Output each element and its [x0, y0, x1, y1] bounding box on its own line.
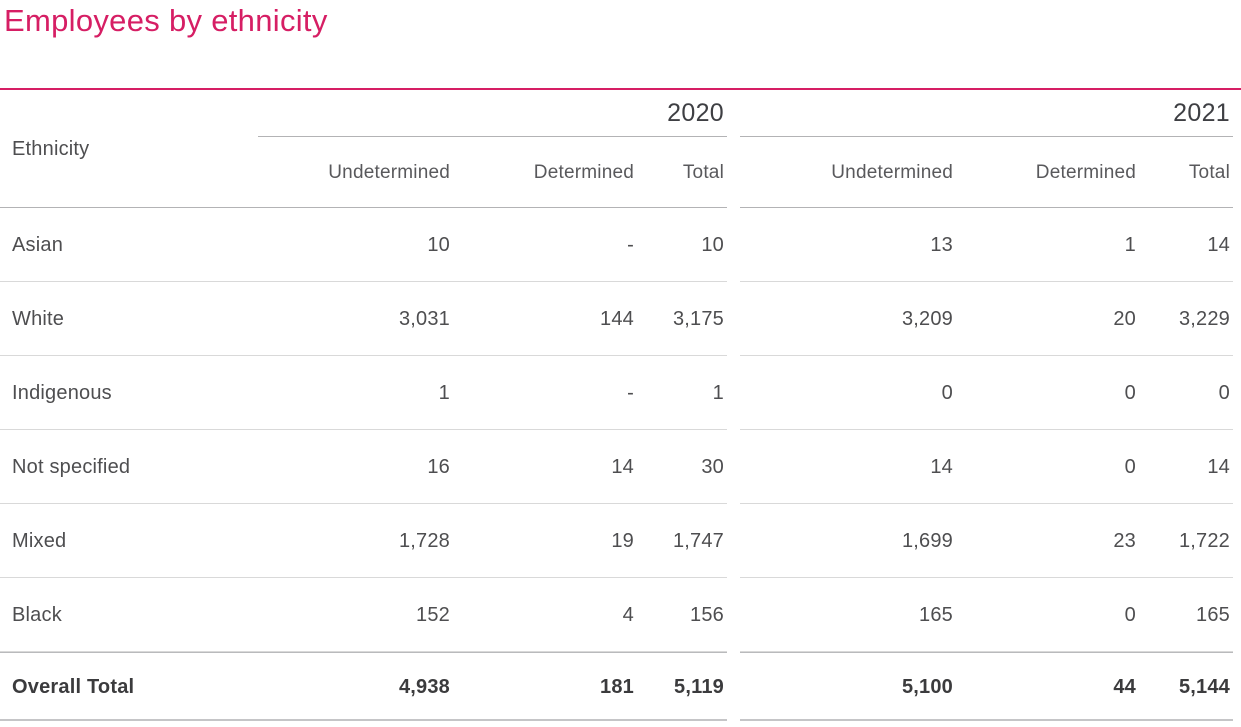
ethnicity-label: Black — [12, 603, 62, 626]
cell-2020-undetermined: 3,031 — [398, 307, 450, 330]
cell-2020-undetermined: 152 — [416, 603, 450, 626]
cell-2020-total: 1,747 — [672, 529, 724, 552]
column-header-determined-2020: Determined — [533, 161, 634, 183]
ethnicity-label: Indigenous — [12, 381, 112, 404]
cell-2021-undetermined: 1,699 — [901, 529, 953, 552]
cell-2020-total: 30 — [701, 455, 724, 478]
cell-2021-undetermined: 3,209 — [901, 307, 953, 330]
cell-2021-undetermined: 13 — [930, 233, 953, 256]
cell-2021-total: 165 — [1196, 603, 1230, 626]
cell-2020-determined: 19 — [611, 529, 634, 552]
cell-2020-determined: - — [627, 233, 634, 256]
ethnicity-label: White — [12, 307, 65, 330]
row-left-segment: White 3,031 144 3,175 — [0, 282, 727, 356]
cell-2020-total: 156 — [690, 603, 724, 626]
cell-2020-total: 3,175 — [672, 307, 724, 330]
header-right-segment: 2021 Undetermined Determined Total — [740, 90, 1233, 208]
row-header-ethnicity: Ethnicity — [12, 137, 90, 160]
row-right-segment: 0 0 0 — [740, 356, 1233, 430]
employees-by-ethnicity-table: Ethnicity 2020 Undetermined Determined T… — [0, 90, 1241, 721]
subheader-2021: Undetermined Determined Total — [740, 137, 1233, 208]
cell-2021-total: 1,722 — [1178, 529, 1230, 552]
table-row-mixed: Mixed 1,728 19 1,747 1,699 23 1,722 — [0, 504, 1241, 578]
row-right-segment: 1,699 23 1,722 — [740, 504, 1233, 578]
cell-2021-total: 0 — [1218, 381, 1230, 404]
header-left-segment: Ethnicity 2020 Undetermined Determined T… — [0, 90, 727, 208]
cell-2020-undetermined: 1 — [438, 381, 450, 404]
total-cell-2020-total: 5,119 — [674, 676, 724, 698]
row-right-segment: 3,209 20 3,229 — [740, 282, 1233, 356]
cell-2021-determined: 23 — [1113, 529, 1136, 552]
total-cell-2020-determined: 181 — [600, 676, 634, 698]
row-left-segment: Mixed 1,728 19 1,747 — [0, 504, 727, 578]
cell-2021-determined: 0 — [1124, 381, 1136, 404]
cell-2020-undetermined: 1,728 — [398, 529, 450, 552]
column-header-determined-2021: Determined — [1035, 161, 1136, 183]
cell-2020-determined: 14 — [611, 455, 634, 478]
row-right-segment: 14 0 14 — [740, 430, 1233, 504]
table-row-white: White 3,031 144 3,175 3,209 20 3,229 — [0, 282, 1241, 356]
row-right-segment: 165 0 165 — [740, 578, 1233, 652]
column-header-undetermined-2020: Undetermined — [328, 161, 450, 183]
subheader-2020: Undetermined Determined Total — [0, 137, 727, 208]
cell-2020-total: 1 — [712, 381, 724, 404]
title-divider — [0, 88, 1241, 90]
column-header-undetermined-2021: Undetermined — [831, 161, 953, 183]
cell-2021-total: 14 — [1207, 455, 1230, 478]
column-header-total-2021: Total — [1188, 161, 1230, 183]
table-row-not-specified: Not specified 16 14 30 14 0 14 — [0, 430, 1241, 504]
cell-2020-undetermined: 16 — [427, 455, 450, 478]
table-row-overall-total: Overall Total 4,938 181 5,119 5,100 44 5… — [0, 652, 1241, 721]
table-header: Ethnicity 2020 Undetermined Determined T… — [0, 90, 1241, 208]
cell-2020-total: 10 — [701, 233, 724, 256]
ethnicity-label: Not specified — [12, 455, 131, 478]
cell-2021-determined: 1 — [1124, 233, 1136, 256]
cell-2021-determined: 0 — [1124, 603, 1136, 626]
total-cell-2021-undetermined: 5,100 — [901, 676, 953, 698]
table-row-black: Black 152 4 156 165 0 165 — [0, 578, 1241, 652]
cell-2020-determined: 144 — [600, 307, 634, 330]
page-title: Employees by ethnicity — [4, 3, 328, 38]
row-right-segment: 13 1 14 — [740, 208, 1233, 282]
total-cell-2020-undetermined: 4,938 — [398, 676, 450, 698]
cell-2020-determined: 4 — [622, 603, 634, 626]
ethnicity-label: Asian — [12, 233, 64, 256]
row-left-segment: Overall Total 4,938 181 5,119 — [0, 652, 727, 721]
row-left-segment: Not specified 16 14 30 — [0, 430, 727, 504]
year-label-2020: 2020 — [258, 90, 727, 137]
year-label-2021: 2021 — [740, 90, 1233, 137]
cell-2021-total: 3,229 — [1178, 307, 1230, 330]
cell-2021-determined: 0 — [1124, 455, 1136, 478]
row-left-segment: Black 152 4 156 — [0, 578, 727, 652]
table-row-indigenous: Indigenous 1 - 1 0 0 0 — [0, 356, 1241, 430]
column-header-total-2020: Total — [682, 161, 724, 183]
row-left-segment: Asian 10 - 10 — [0, 208, 727, 282]
total-cell-2021-total: 5,144 — [1178, 676, 1230, 698]
cell-2020-undetermined: 10 — [427, 233, 450, 256]
cell-2021-undetermined: 165 — [919, 603, 953, 626]
total-cell-2021-determined: 44 — [1113, 676, 1136, 698]
cell-2021-determined: 20 — [1113, 307, 1136, 330]
ethnicity-label: Mixed — [12, 529, 67, 552]
cell-2021-total: 14 — [1207, 233, 1230, 256]
cell-2020-determined: - — [627, 381, 634, 404]
cell-2021-undetermined: 14 — [930, 455, 953, 478]
cell-2021-undetermined: 0 — [941, 381, 953, 404]
row-left-segment: Indigenous 1 - 1 — [0, 356, 727, 430]
overall-total-label: Overall Total — [12, 676, 135, 698]
table-row-asian: Asian 10 - 10 13 1 14 — [0, 208, 1241, 282]
row-right-segment: 5,100 44 5,144 — [740, 652, 1233, 721]
